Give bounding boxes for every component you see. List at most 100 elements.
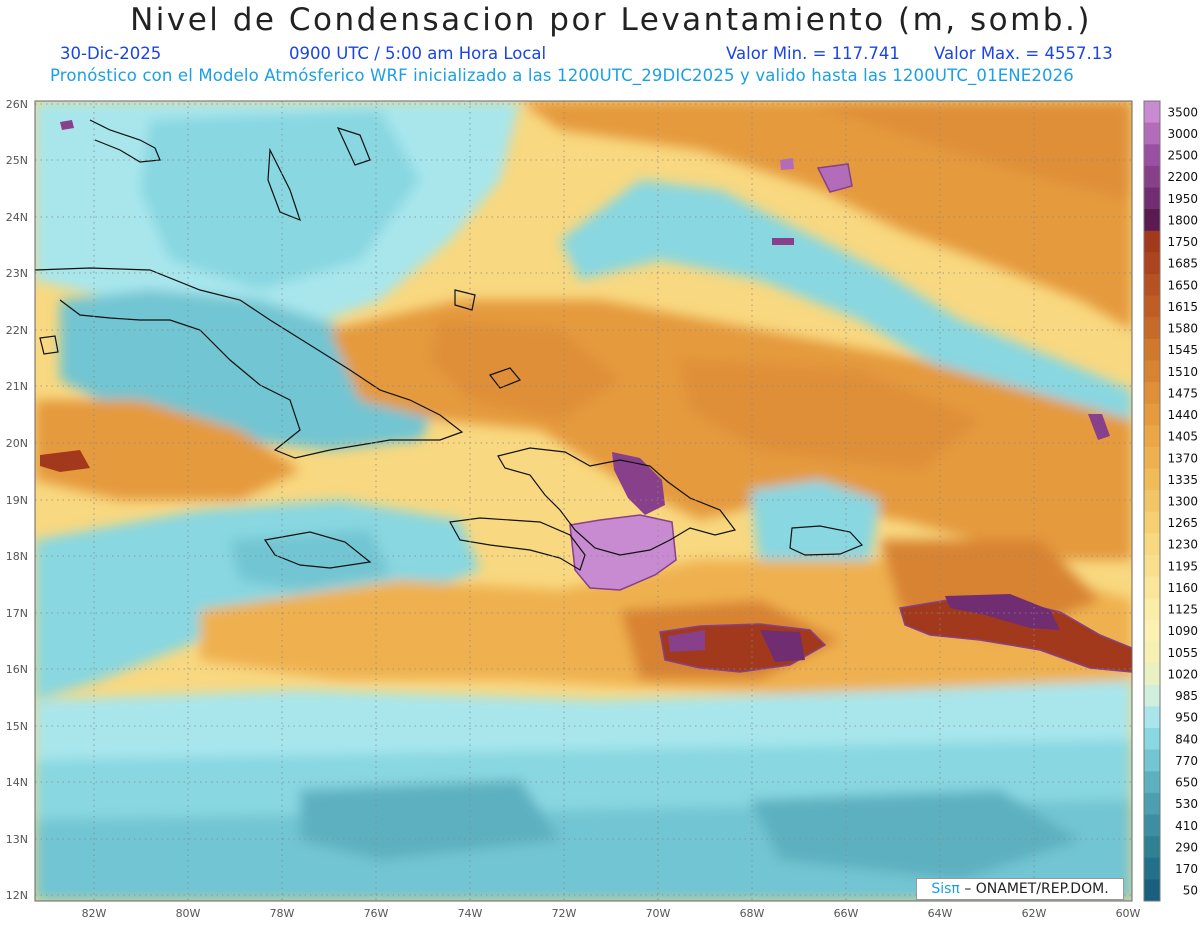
colorbar-swatch <box>1144 403 1160 426</box>
sispi-logo: Sisπ <box>931 881 960 897</box>
colorbar-swatch <box>1144 836 1160 859</box>
colorbar-label: 1160 <box>1167 581 1198 595</box>
lon-label: 78W <box>270 907 295 920</box>
colorbar: 3500 3000 2500 2200 1950 1800 1750 1685 1650 1615… <box>1143 100 1198 902</box>
lon-label: 82W <box>82 907 107 920</box>
colorbar-label: 1090 <box>1167 624 1198 638</box>
lon-label: 76W <box>364 907 389 920</box>
colorbar-swatch <box>1144 814 1160 837</box>
coastlines <box>35 119 864 571</box>
credit-box: Sisπ – ONAMET/REP.DOM. <box>916 878 1124 900</box>
credit-org: – ONAMET/REP.DOM. <box>964 881 1109 897</box>
colorbar-label: 2200 <box>1167 170 1198 184</box>
colorbar-swatch <box>1144 295 1160 318</box>
lat-labels: 26N 25N 24N 23N 22N 21N 20N 19N 18N 17N … <box>6 98 28 902</box>
colorbar-label: 170 <box>1175 862 1198 876</box>
lat-label: 24N <box>6 211 28 224</box>
lon-label: 72W <box>552 907 577 920</box>
colorbar-label: 1370 <box>1167 451 1198 465</box>
min-value: Valor Min. = 117.741 <box>726 44 900 63</box>
colorbar-swatch <box>1144 792 1160 816</box>
colorbar-swatch <box>1144 360 1160 383</box>
colorbar-swatch <box>1144 273 1160 297</box>
lon-label: 64W <box>928 907 953 920</box>
colorbar-swatch <box>1144 101 1160 124</box>
lat-label: 13N <box>6 833 28 846</box>
lat-label: 19N <box>6 494 28 507</box>
colorbar-label: 1545 <box>1167 343 1198 357</box>
colorbar-swatch <box>1144 684 1160 707</box>
colorbar-frame <box>1143 100 1161 902</box>
lat-label: 14N <box>6 776 28 789</box>
colorbar-swatch <box>1144 230 1160 253</box>
colorbar-label: 2500 <box>1167 149 1198 163</box>
max-value: Valor Max. = 4557.13 <box>934 44 1113 63</box>
colorbar-label: 1750 <box>1167 235 1198 249</box>
colorbar-swatch <box>1144 468 1160 491</box>
valid-date: 30-Dic-2025 <box>60 44 162 63</box>
lat-label: 17N <box>6 607 28 620</box>
colorbar-swatch <box>1144 165 1160 188</box>
colorbar-label: 1580 <box>1167 322 1198 336</box>
colorbar-swatch <box>1144 533 1160 556</box>
valid-time: 0900 UTC / 5:00 am Hora Local <box>289 44 547 63</box>
lon-label: 66W <box>834 907 859 920</box>
colorbar-label: 985 <box>1175 689 1198 703</box>
colorbar-label: 1265 <box>1167 516 1198 530</box>
lat-label: 18N <box>6 550 28 563</box>
colorbar-swatch <box>1144 771 1160 794</box>
colorbar-label: 1300 <box>1167 495 1198 509</box>
colorbar-label: 1475 <box>1167 386 1198 400</box>
colorbar-label: 290 <box>1175 840 1198 854</box>
colorbar-swatch <box>1144 122 1160 145</box>
colorbar-label: 1685 <box>1167 257 1198 271</box>
lon-label: 70W <box>646 907 671 920</box>
colorbar-swatch <box>1144 446 1160 470</box>
colorbar-swatch <box>1144 598 1160 621</box>
lat-label: 25N <box>6 154 28 167</box>
colorbar-label: 650 <box>1175 776 1198 790</box>
colorbar-label: 50 <box>1183 884 1198 898</box>
colorbar-swatch <box>1144 576 1160 599</box>
colorbar-label: 1440 <box>1167 408 1198 422</box>
colorbar-swatch <box>1144 619 1160 643</box>
colorbar-swatch <box>1144 641 1160 664</box>
colorbar-label: 1510 <box>1167 365 1198 379</box>
map-title: Nivel de Condensacion por Levantamiento … <box>130 2 1092 38</box>
lat-label: 20N <box>6 437 28 450</box>
colorbar-label: 1125 <box>1167 603 1198 617</box>
colorbar-swatch <box>1144 728 1160 751</box>
colorbar-swatch <box>1144 338 1160 361</box>
colorbar-swatch <box>1144 555 1160 578</box>
lat-label: 21N <box>6 380 28 393</box>
plot-frame <box>34 100 1133 902</box>
colorbar-swatch <box>1144 663 1160 686</box>
lon-label: 60W <box>1116 907 1141 920</box>
lon-label: 68W <box>740 907 765 920</box>
lon-label: 62W <box>1022 907 1047 920</box>
colorbar-swatch <box>1144 144 1160 167</box>
colorbar-swatch <box>1144 511 1160 534</box>
colorbar-swatch <box>1144 425 1160 448</box>
colorbar-label: 1195 <box>1167 559 1198 573</box>
lat-label: 26N <box>6 98 28 111</box>
colorbar-swatch <box>1144 209 1160 232</box>
lat-label: 16N <box>6 663 28 676</box>
colorbar-label: 1055 <box>1167 646 1198 660</box>
colorbar-label: 1405 <box>1167 430 1198 444</box>
colorbar-label: 1230 <box>1167 538 1198 552</box>
colorbar-swatch <box>1144 382 1160 405</box>
lat-label: 22N <box>6 324 28 337</box>
colorbar-label: 1800 <box>1167 213 1198 227</box>
colorbar-swatch <box>1144 857 1160 880</box>
colorbar-label: 3000 <box>1167 127 1198 141</box>
colorbar-swatch <box>1144 187 1160 210</box>
lon-labels: 82W 80W 78W 76W 74W 72W 70W 68W 66W 64W … <box>82 907 1141 920</box>
colorbar-label: 3500 <box>1167 105 1198 119</box>
colorbar-swatch <box>1144 749 1160 772</box>
lat-label: 15N <box>6 720 28 733</box>
colorbar-label: 1020 <box>1167 667 1198 681</box>
colorbar-label: 840 <box>1175 732 1198 746</box>
forecast-info: Pronóstico con el Modelo Atmósferico WRF… <box>50 66 1074 85</box>
